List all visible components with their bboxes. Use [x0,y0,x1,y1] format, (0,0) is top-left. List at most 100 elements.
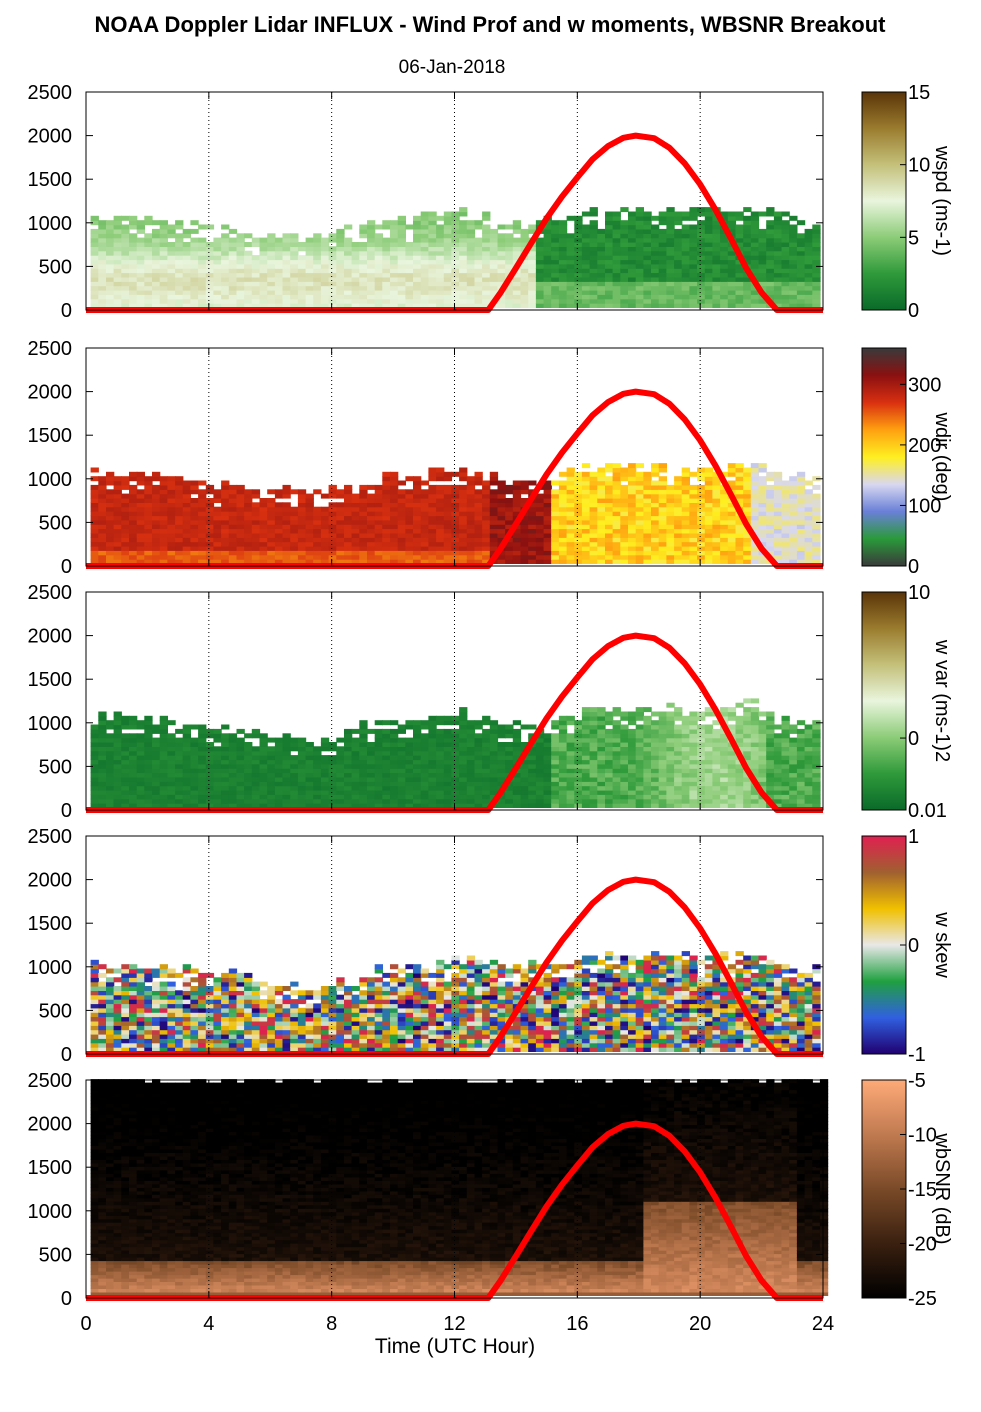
heatmap-cell [581,755,591,761]
heatmap-cell [175,781,184,787]
heatmap-cell [773,493,783,499]
heatmap-cell [259,268,268,274]
heatmap-cell [651,467,660,473]
heatmap-cell [558,772,568,778]
heatmap-cell [581,532,591,538]
colorbar-tick-label: 5 [908,227,919,249]
heatmap-cell [566,746,575,752]
heatmap-cell [274,545,284,551]
heatmap-cell [497,263,506,269]
heatmap-cell [413,484,422,490]
heatmap-cell [129,255,138,261]
heatmap-cell [482,493,491,499]
heatmap-cell [689,298,698,304]
heatmap-cell [520,742,529,747]
heatmap-cell [566,285,575,291]
heatmap-cell [290,268,299,274]
heatmap-cell [129,281,138,287]
heatmap-cell [443,541,453,547]
heatmap-cell [397,281,406,287]
heatmap-cell [497,768,506,774]
heatmap-cell [152,493,161,499]
heatmap-cell [551,794,560,800]
heatmap-cell [451,750,460,756]
heatmap-cell [612,484,621,490]
heatmap-cell [313,519,322,525]
heatmap-cell [812,559,821,564]
heatmap-cell [743,237,752,243]
heatmap-cell [221,524,230,530]
heatmap-cell [336,272,345,278]
heatmap-cell [244,268,253,274]
heatmap-cell [152,554,161,560]
heatmap-cell [382,471,391,477]
heatmap-cell [390,733,399,739]
heatmap-cell [597,794,606,800]
heatmap-cell [106,281,115,287]
heatmap-cell [282,493,291,499]
heatmap-cell [205,250,215,256]
heatmap-cell [320,785,330,791]
heatmap-cell [205,255,215,261]
heatmap-cell [351,537,360,543]
heatmap-cell [374,532,383,538]
heatmap-cell [436,502,445,508]
heatmap-cell [773,289,783,295]
heatmap-cell [236,759,245,765]
heatmap-cell [681,528,690,534]
heatmap-cell [205,541,215,547]
heatmap-cell [589,545,598,551]
heatmap-cell [474,742,483,747]
heatmap-cell [674,281,683,287]
heatmap-cell [566,515,575,521]
heatmap-cell [344,559,353,564]
heatmap-cell [574,246,583,252]
heatmap-cell [735,550,744,556]
heatmap-cell [543,803,552,808]
heatmap-cell [704,207,714,213]
heatmap-cell [297,545,307,551]
heatmap-cell [374,259,383,265]
heatmap-cell [574,545,583,551]
heatmap-cell [259,511,268,517]
heatmap-cell [612,285,621,291]
heatmap-cell [367,224,376,230]
heatmap-cell [505,768,514,774]
heatmap-cell [812,289,821,295]
heatmap-cell [182,537,191,543]
heatmap-cell [382,246,391,252]
heatmap-cell [451,541,460,547]
heatmap-cell [251,789,261,795]
heatmap-cell [781,545,790,551]
heatmap-cell [804,285,813,291]
heatmap-cell [175,220,184,226]
heatmap-cell [236,498,245,503]
heatmap-cell [290,541,299,547]
heatmap-cell [351,250,360,256]
heatmap-cell [489,772,499,778]
heatmap-cell [190,242,199,247]
heatmap-cell [482,211,491,217]
heatmap-cell [205,803,215,808]
heatmap-cell [236,537,245,543]
heatmap-cell [489,794,499,800]
heatmap-cell [428,276,437,282]
heatmap-cell [581,224,591,230]
heatmap-cell [612,480,621,486]
heatmap-cell [443,532,453,538]
heatmap-cell [543,750,552,756]
heatmap-cell [290,298,299,304]
heatmap-cell [635,285,644,291]
heatmap-cell [651,281,660,287]
heatmap-cell [451,515,460,521]
heatmap-cell [244,550,253,556]
heatmap-cell [796,294,806,300]
heatmap-cell [581,803,591,808]
heatmap-cell [436,785,445,791]
heatmap-cell [589,519,598,525]
heatmap-cell [274,502,284,508]
heatmap-cell [390,545,399,551]
heatmap-cell [543,511,552,517]
heatmap-cell [804,298,813,304]
